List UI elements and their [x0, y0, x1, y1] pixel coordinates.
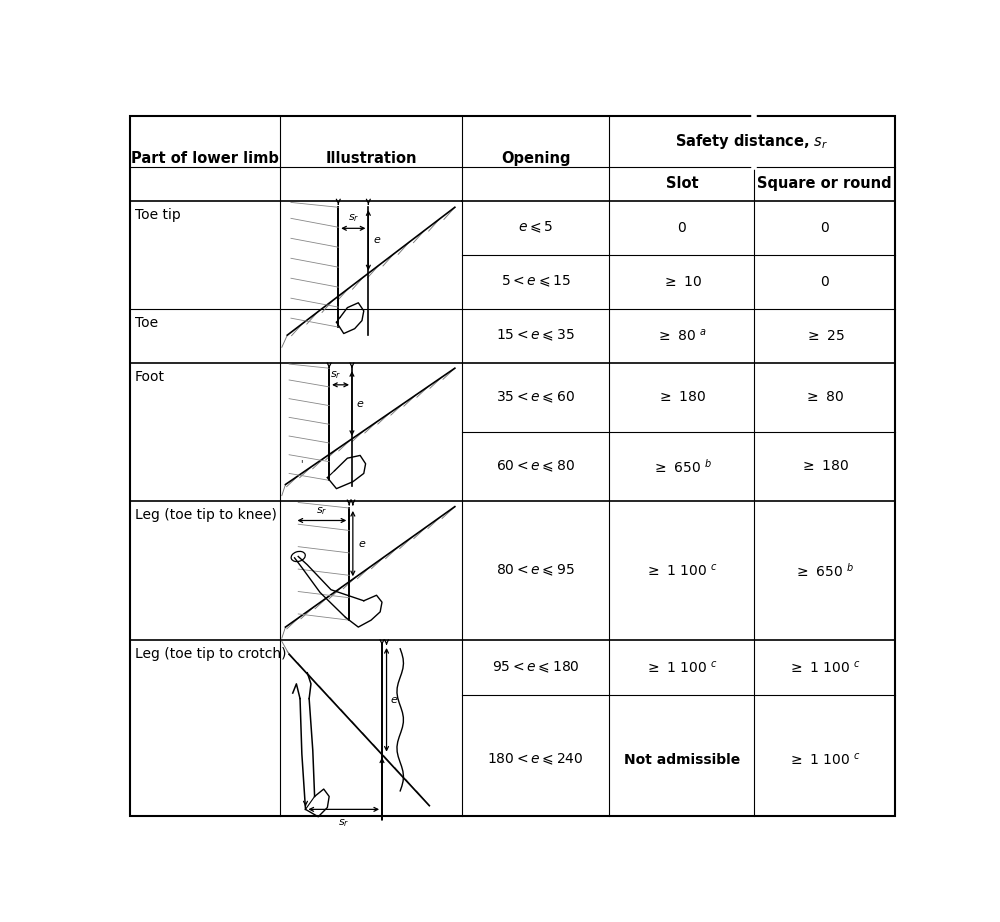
Text: $\geq$ 650 $^{b}$: $\geq$ 650 $^{b}$ [652, 457, 712, 476]
Text: $15 < e \leqslant 35$: $15 < e \leqslant 35$ [496, 328, 575, 343]
Text: Toe tip: Toe tip [135, 207, 181, 222]
Text: $e$: $e$ [358, 538, 367, 549]
Text: $\geq$ 25: $\geq$ 25 [805, 328, 844, 343]
Text: $35 < e \leqslant 60$: $35 < e \leqslant 60$ [496, 390, 575, 405]
Text: $60 < e \leqslant 80$: $60 < e \leqslant 80$ [496, 459, 575, 474]
Text: $\geq$ 1 100 $^{c}$: $\geq$ 1 100 $^{c}$ [645, 562, 718, 578]
Text: $\geq$ 180: $\geq$ 180 [657, 390, 706, 404]
Ellipse shape [291, 551, 305, 561]
Text: $s_r$: $s_r$ [348, 212, 359, 224]
Text: Foot: Foot [135, 370, 165, 384]
Text: Opening: Opening [501, 150, 570, 166]
Text: 0: 0 [820, 275, 829, 289]
Text: $\geq$ 80 $^{a}$: $\geq$ 80 $^{a}$ [656, 327, 707, 344]
Text: $\geq$ 80: $\geq$ 80 [804, 390, 844, 404]
Text: $e$: $e$ [373, 235, 381, 245]
Text: Leg (toe tip to knee): Leg (toe tip to knee) [135, 508, 277, 522]
Text: $s_r$: $s_r$ [316, 505, 328, 517]
Text: Slot: Slot [666, 176, 698, 191]
Text: $s_r$: $s_r$ [330, 370, 341, 382]
Text: $\geq$ 1 100 $^{c}$: $\geq$ 1 100 $^{c}$ [645, 659, 718, 675]
Text: $e$: $e$ [356, 398, 365, 408]
Text: $180 < e \leqslant 240$: $180 < e \leqslant 240$ [487, 751, 584, 767]
Text: Not admissible: Not admissible [624, 752, 740, 766]
Text: $\geq$ 1 100 $^{c}$: $\geq$ 1 100 $^{c}$ [788, 751, 861, 767]
Text: ': ' [301, 459, 303, 468]
Text: $\geq$ 1 100 $^{c}$: $\geq$ 1 100 $^{c}$ [788, 659, 861, 675]
Text: $\geq$ 650 $^{b}$: $\geq$ 650 $^{b}$ [794, 561, 855, 579]
Text: $e \leqslant 5$: $e \leqslant 5$ [518, 220, 553, 235]
Text: $80 < e \leqslant 95$: $80 < e \leqslant 95$ [496, 562, 575, 578]
Text: Toe: Toe [135, 315, 158, 330]
Text: $s_r$: $s_r$ [338, 817, 349, 829]
Text: $95 < e \leqslant 180$: $95 < e \leqslant 180$ [492, 659, 580, 675]
Text: Illustration: Illustration [325, 150, 417, 166]
Text: Square or round: Square or round [757, 176, 892, 191]
Text: $5 < e \leqslant 15$: $5 < e \leqslant 15$ [501, 274, 571, 290]
Text: $\geq$ 10: $\geq$ 10 [662, 275, 702, 289]
Text: 0: 0 [677, 220, 686, 235]
Text: $e$: $e$ [390, 695, 399, 704]
Text: 0: 0 [820, 220, 829, 235]
Text: Safety distance, $s_r$: Safety distance, $s_r$ [675, 132, 829, 150]
Text: Leg (toe tip to crotch): Leg (toe tip to crotch) [135, 646, 287, 661]
Text: Part of lower limb: Part of lower limb [131, 150, 279, 166]
Text: $\geq$ 180: $\geq$ 180 [800, 459, 849, 474]
